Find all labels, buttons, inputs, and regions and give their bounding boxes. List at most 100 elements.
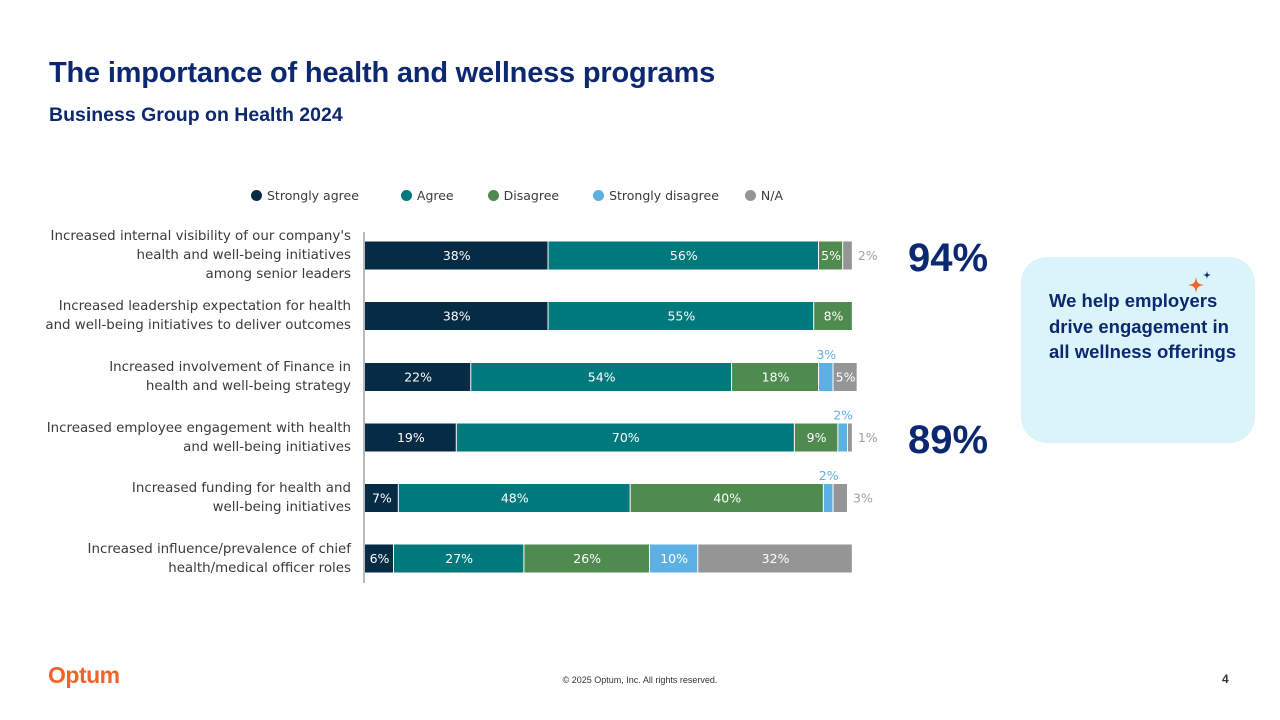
stat-top-94: 94% [908, 236, 989, 280]
bar-segment-strongly-disagree [823, 484, 833, 512]
category-label: Increased leadership expectation for hea… [45, 297, 351, 335]
bar-segment-na [833, 363, 857, 391]
data-label: 3% [853, 491, 873, 506]
data-label: 6% [370, 551, 390, 566]
data-label: 48% [501, 491, 529, 506]
bar-segment-agree [393, 544, 524, 573]
bar-segment-strongly-agree [365, 484, 398, 512]
data-label: 32% [762, 551, 790, 566]
sparkle-icon [1188, 271, 1211, 293]
legend-swatch [593, 190, 605, 201]
legend-swatch [251, 190, 262, 201]
category-label-line: Increased involvement of Finance in [109, 360, 351, 375]
bar-segment-na [848, 423, 852, 452]
stat-bottom-89: 89% [908, 418, 989, 462]
page-title: The importance of health and wellness pr… [49, 57, 715, 89]
callout-card: We help employers drive engagement in al… [1021, 257, 1255, 443]
category-label-line: Increased internal visibility of our com… [50, 229, 351, 244]
bar-segment-strongly-agree [365, 302, 548, 330]
category-label-line: Increased influence/prevalence of chief [87, 541, 351, 557]
category-axis-line [363, 232, 365, 583]
data-label: 22% [404, 370, 432, 385]
legend-item-disagree: Disagree [487, 188, 560, 203]
bar-segment-strongly-agree [365, 241, 548, 270]
bar-segment-strongly-agree [365, 544, 393, 573]
data-label: 8% [824, 309, 844, 324]
legend-label: Agree [416, 188, 454, 203]
category-label-line: health and well-being initiatives [136, 248, 351, 263]
bar-segment-agree [456, 423, 794, 452]
legend-swatch [744, 190, 756, 201]
category-label-line: Increased leadership expectation for hea… [58, 299, 351, 314]
category-label: Increased internal visibility of our com… [51, 227, 351, 284]
page-subtitle: Business Group on Health 2024 [49, 104, 343, 126]
legend-item-strongly-agree: Strongly agree [251, 188, 359, 203]
bar-segment-strongly-disagree [649, 544, 698, 573]
bar-segment-na [843, 241, 852, 270]
legend-label: Strongly agree [267, 188, 359, 203]
data-label: 2% [858, 248, 878, 263]
category-label-line: and well-being initiatives to deliver ou… [45, 318, 351, 333]
category-label: Increased influence/prevalence of chief h… [88, 540, 351, 578]
data-label: 5% [821, 248, 841, 263]
data-label: 1% [858, 430, 878, 445]
bar-segment-disagree [814, 302, 852, 330]
data-label: 10% [660, 551, 688, 566]
bar-segment-strongly-agree [365, 363, 471, 391]
optum-logo: Optum [48, 662, 120, 688]
callout-text: We help employers drive engagement in al… [1049, 290, 1237, 362]
bar-segment-disagree [524, 544, 649, 573]
data-label: 54% [588, 370, 616, 385]
bar-segment-strongly-agree [365, 423, 456, 452]
bar-segment-agree [548, 302, 814, 330]
data-label: 3% [816, 347, 836, 362]
category-label-line: Increased funding for health and [131, 481, 351, 496]
category-label: Increased funding for health and well-bei… [132, 479, 351, 517]
legend-label: Disagree [503, 188, 560, 203]
bar-segment-na [833, 484, 847, 512]
bar-segment-agree [398, 484, 630, 512]
bar-segment-disagree [794, 423, 838, 452]
data-label: 7% [372, 491, 392, 506]
legend-item-agree: Agree [400, 188, 454, 203]
copyright-text: © 2025 Optum, Inc. All rights reserved. [0, 675, 1280, 685]
legend-swatch [400, 190, 412, 201]
data-label: 18% [762, 370, 790, 385]
data-label: 40% [713, 491, 741, 506]
bar-segment-agree [471, 363, 732, 391]
data-label: 38% [443, 248, 471, 263]
chart-legend: Strongly agree Agree Disagree Strongly disa… [251, 188, 783, 203]
data-label: 2% [833, 408, 853, 423]
category-label: Increased involvement of Finance in healt… [109, 358, 351, 396]
data-label: 5% [836, 370, 856, 385]
data-label: 70% [612, 430, 640, 445]
bar-segment-strongly-disagree [819, 363, 833, 391]
data-label: 27% [445, 551, 473, 566]
page-number: 4 [1222, 672, 1229, 686]
legend-swatch [487, 190, 499, 201]
category-label-line: and well-being initiatives [183, 439, 351, 455]
category-label: Increased employee engagement with healt… [47, 419, 351, 457]
data-label: 56% [670, 248, 698, 263]
category-label-line: health/medical officer roles [168, 560, 351, 576]
bar-segment-agree [548, 241, 819, 270]
legend-item-strongly-disagree: Strongly disagree [593, 188, 719, 203]
bar-segment-na [698, 544, 852, 573]
bar-segment-disagree [819, 241, 843, 270]
data-label: 19% [397, 430, 425, 445]
category-label-line: among senior leaders [205, 267, 351, 282]
data-label: 38% [443, 309, 471, 324]
bar-segment-strongly-disagree [838, 423, 847, 452]
data-label: 9% [807, 430, 827, 445]
category-label-line: Increased employee engagement with healt… [46, 420, 351, 436]
legend-item-na: N/A [744, 188, 784, 203]
legend-label: N/A [760, 188, 784, 203]
bar-segment-disagree [732, 363, 819, 391]
data-label: 2% [819, 468, 839, 483]
copyright-label: © 2025 Optum, Inc. All rights reserved. [562, 675, 718, 685]
category-label-line: health and well-being strategy [145, 379, 351, 394]
category-label-line: well-being initiatives [212, 500, 351, 515]
data-label: 55% [667, 309, 695, 324]
bar-segment-disagree [630, 484, 823, 512]
